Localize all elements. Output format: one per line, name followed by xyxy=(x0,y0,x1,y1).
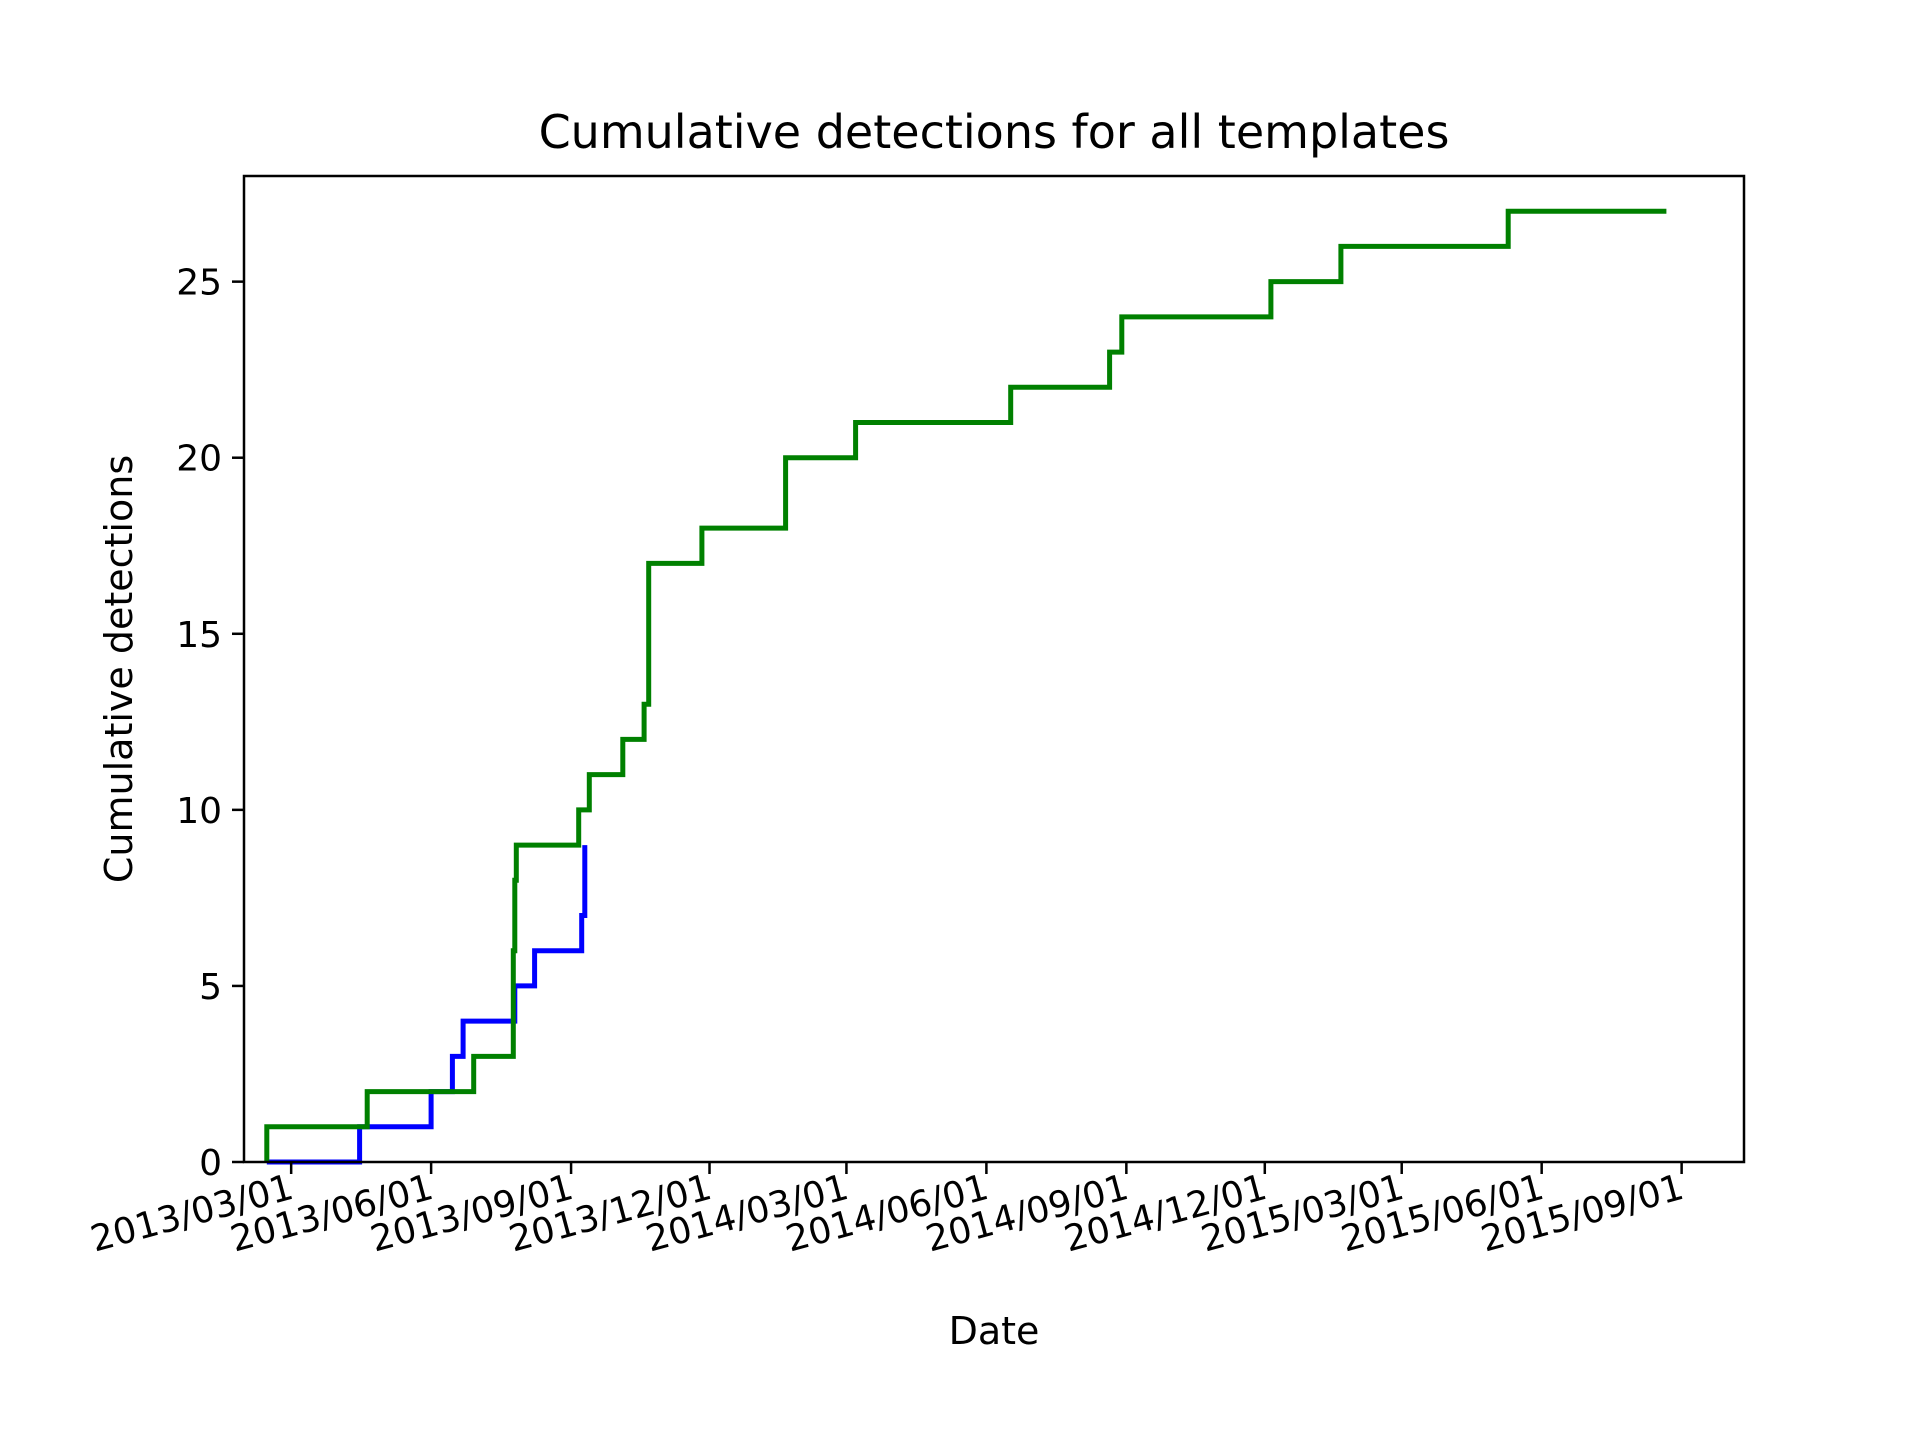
y-tick-label: 10 xyxy=(176,791,222,832)
y-axis-label: Cumulative detections xyxy=(97,455,141,883)
y-tick-label: 25 xyxy=(176,263,222,304)
plot-frame xyxy=(242,174,1746,1164)
series-line-2 xyxy=(264,208,1667,1162)
y-tick-label: 15 xyxy=(176,615,222,656)
x-axis-label: Date xyxy=(949,1309,1040,1353)
y-tick-label: 0 xyxy=(199,1143,222,1184)
x-axis: 2013/03/012013/06/012013/09/012013/12/01… xyxy=(86,1162,1688,1260)
chart-title: Cumulative detections for all templates xyxy=(539,105,1450,159)
series-layer xyxy=(264,208,1667,1165)
y-tick-label: 5 xyxy=(199,967,222,1008)
series-line-1 xyxy=(266,845,588,1165)
y-axis: 0 5 10 15 20 25 xyxy=(176,263,244,1184)
y-tick-label: 20 xyxy=(176,439,222,480)
